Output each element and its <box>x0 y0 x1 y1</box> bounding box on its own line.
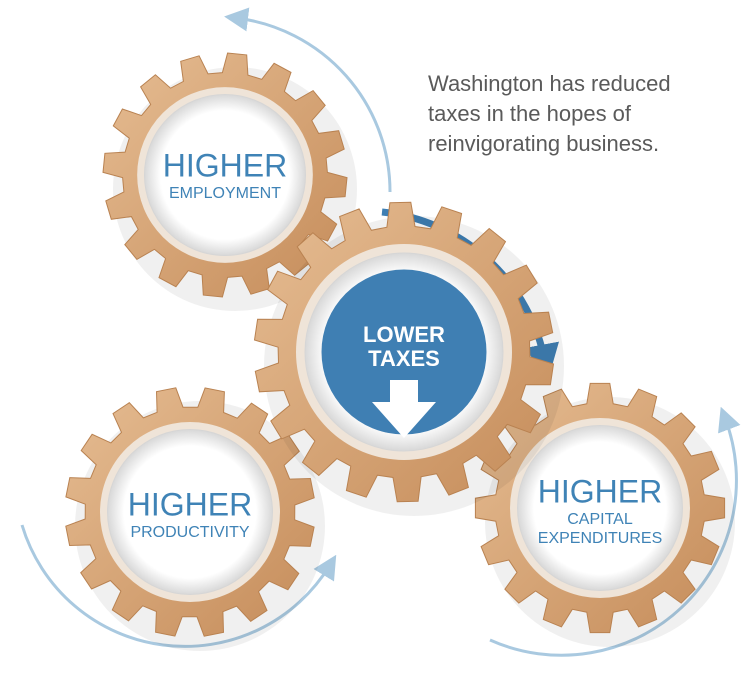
gear-title: HIGHER <box>128 486 252 522</box>
caption-line: reinvigorating business. <box>428 131 659 156</box>
diagram: Washington has reduced taxes in the hope… <box>0 0 754 693</box>
center-title: TAXES <box>368 346 440 371</box>
gear-title: HIGHER <box>538 473 662 509</box>
gear-subtitle: PRODUCTIVITY <box>130 524 249 541</box>
gear-subtitle: EMPLOYMENT <box>169 185 281 202</box>
gear-title: HIGHER <box>163 147 287 183</box>
caption: Washington has reduced taxes in the hope… <box>428 71 671 156</box>
caption-line: Washington has reduced <box>428 71 671 96</box>
caption-line: taxes in the hopes of <box>428 101 632 126</box>
center-title: LOWER <box>363 322 445 347</box>
gear-subtitle: EXPENDITURES <box>538 530 662 547</box>
gear-subtitle: CAPITAL <box>567 511 633 528</box>
